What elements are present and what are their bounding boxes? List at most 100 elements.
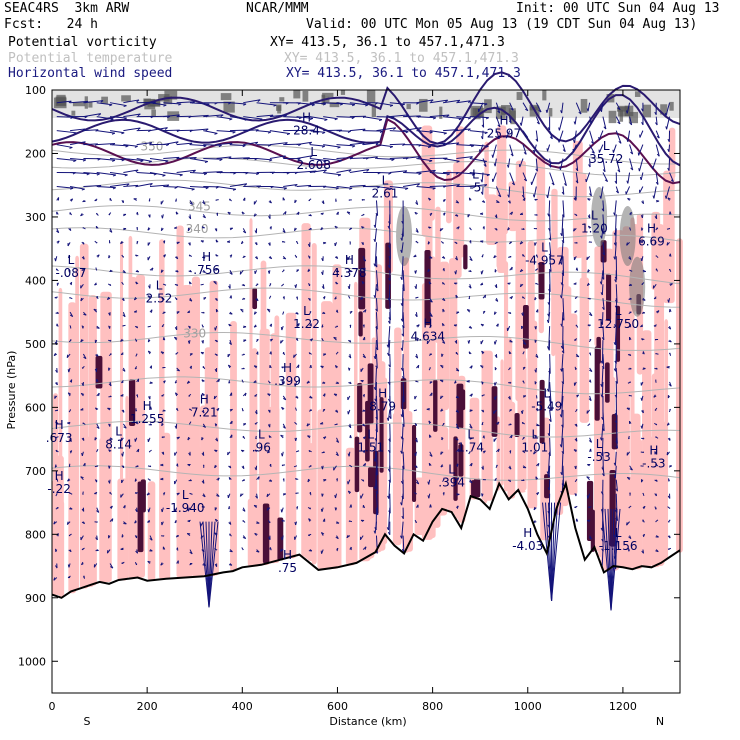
wind-vector-head (309, 396, 313, 399)
wind-vector-head (187, 519, 191, 522)
wind-vector (189, 128, 209, 132)
wind-vector-head (510, 296, 513, 300)
wind-vector-head (418, 172, 422, 176)
wind-vector-head (243, 326, 247, 329)
pv-dark-cell (368, 467, 375, 488)
wind-vector-head (559, 295, 563, 299)
wind-vector-head (176, 492, 180, 496)
wind-vector-head (175, 270, 179, 273)
wind-vector-head (82, 159, 87, 162)
wind-vector-head (485, 145, 489, 148)
wind-vector-head (522, 366, 526, 370)
wind-vector-head (56, 211, 59, 215)
wind-vector (585, 172, 591, 183)
wind-vector-head (362, 142, 366, 145)
wind-vector-head (640, 257, 643, 262)
pv-positive-streak (330, 466, 339, 569)
extrema-value: 1.74 (457, 441, 484, 455)
wind-vector-head (160, 351, 165, 354)
wind-vector (519, 158, 524, 168)
wind-vector-head (599, 195, 602, 199)
pv-high-value-patch (144, 98, 156, 110)
wind-vector-head (511, 211, 513, 215)
wind-vector-head (559, 402, 563, 406)
wind-vector-head (535, 355, 539, 358)
wind-vector-head (508, 396, 511, 400)
extrema-marker: L (615, 526, 622, 540)
pv-positive-streak (676, 238, 683, 553)
wind-vector-head (122, 271, 126, 274)
annotation-layer: L-.087H.756L2.52L1.22H4.378H4.634L-4.957… (46, 110, 666, 575)
wind-vector (601, 228, 604, 239)
wind-vector-head (560, 472, 563, 476)
wind-vector-head (188, 299, 193, 302)
wind-vector-head (201, 452, 205, 456)
wind-vector-head (109, 230, 113, 233)
wind-vector (665, 102, 671, 117)
wind-vector-head (161, 324, 165, 327)
wind-vector-head (365, 104, 369, 107)
wind-vector (574, 130, 577, 143)
wind-vector (363, 142, 379, 146)
wind-vector-head (628, 257, 632, 260)
wind-vector-head (161, 215, 163, 219)
pv-positive-streak (75, 255, 79, 591)
wind-vector-head (258, 476, 260, 480)
wind-vector-head (56, 323, 59, 327)
wind-vector-head (201, 340, 204, 344)
wind-vector-head (55, 382, 58, 386)
x-tick-label: 400 (232, 700, 253, 713)
wind-vector-head (348, 355, 352, 359)
wind-vector-head (81, 508, 85, 512)
wind-vector-head (375, 490, 378, 495)
wind-vector-head (655, 550, 659, 553)
wind-vector (401, 437, 404, 454)
wind-vector-head (626, 138, 629, 142)
pv-dark-cell (358, 311, 363, 337)
wind-vector-head (429, 212, 433, 216)
wind-vector-head (640, 425, 643, 429)
wind-vector-head (668, 326, 672, 330)
wind-vector-head (257, 99, 261, 103)
extrema-marker: H (283, 361, 292, 375)
wind-vector (323, 144, 341, 148)
wind-vector (416, 185, 436, 189)
wind-vector-head (655, 227, 659, 231)
wind-vector-head (269, 159, 273, 162)
wind-vector-head (308, 297, 311, 301)
wind-vector (535, 102, 542, 113)
wind-vector-head (549, 136, 553, 140)
wind-vector-head (560, 323, 563, 327)
wind-vector (589, 144, 595, 154)
wind-vector (123, 99, 140, 104)
pv-high-value-patch (501, 105, 511, 115)
wind-vector-head (242, 536, 246, 539)
wind-vector (323, 185, 339, 189)
wind-vector-head (94, 491, 98, 495)
wind-vector-head (415, 481, 420, 485)
wind-vector-head (80, 297, 83, 302)
pv-high-value-patch (624, 105, 634, 117)
wind-vector-head (148, 214, 151, 218)
wind-vector-head (617, 121, 621, 125)
wind-vector-head (137, 127, 141, 131)
pv-positive-streak (68, 302, 77, 594)
wind-vector (600, 186, 604, 199)
wind-vector-head (202, 215, 206, 219)
wind-vector (402, 367, 405, 379)
wind-vector-head (296, 450, 300, 453)
wind-vector-head (414, 270, 416, 274)
wind-vector-head (322, 103, 326, 106)
wind-vector-head (664, 112, 667, 117)
wind-vector (601, 340, 604, 364)
wind-vector-head (575, 324, 579, 328)
wind-vector-head (188, 242, 191, 246)
wind-vector-head (296, 269, 300, 273)
wind-vector-head (107, 283, 112, 286)
wind-vector (83, 129, 99, 132)
wind-vector-head (427, 146, 432, 149)
wind-vector-head (415, 380, 419, 383)
wind-vector-head (254, 230, 257, 234)
wind-vector (456, 144, 474, 147)
wind-vector-head (454, 241, 458, 245)
